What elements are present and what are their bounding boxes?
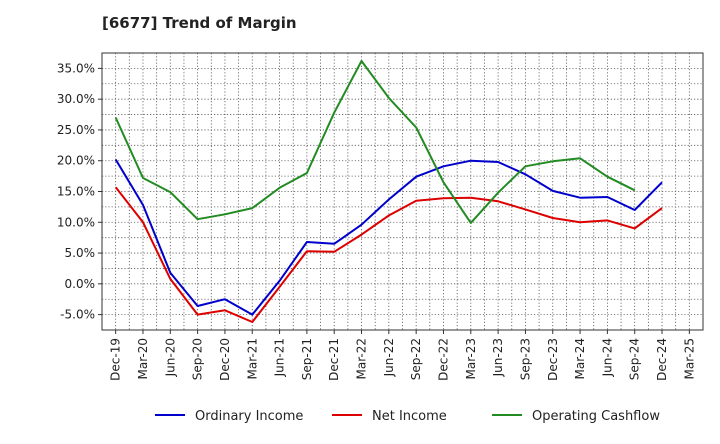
x-tick-label: Mar-25 [682, 338, 696, 379]
x-tick-label: Dec-24 [655, 338, 669, 381]
y-tick-label: 5.0% [65, 246, 96, 260]
x-tick-label: Jun-24 [600, 338, 614, 377]
x-tick-label: Sep-21 [300, 338, 314, 380]
y-tick-labels: -5.0% 0.0% 5.0% 10.0% 15.0% 20.0% 25.0% 30.0% 35… [57, 61, 102, 322]
x-tick-label: Sep-24 [628, 338, 642, 380]
series-line-net-income [114, 186, 663, 323]
y-tick-label: 0.0% [65, 277, 96, 291]
x-tick-label: Jun-20 [163, 338, 177, 377]
grid-layer [102, 52, 703, 331]
x-tick-label: Sep-23 [518, 338, 532, 380]
x-tick-label: Mar-20 [136, 338, 150, 379]
x-tick-labels: Dec-19 Mar-20 Jun-20 Sep-20 Dec-20 Mar-21 Jun-… [109, 330, 696, 381]
legend-label-net-income: Net Income [372, 409, 447, 424]
x-tick-label: Dec-23 [546, 338, 560, 381]
x-tick-label: Sep-22 [409, 338, 423, 380]
x-tick-label: Jun-22 [382, 338, 396, 377]
y-tick-label: 25.0% [57, 123, 95, 137]
x-tick-label: Mar-21 [245, 338, 259, 379]
x-tick-label: Dec-21 [327, 338, 341, 381]
legend-label-operating-cashflow: Operating Cashflow [532, 409, 660, 424]
x-tick-label: Dec-20 [218, 338, 232, 381]
y-tick-label: 30.0% [57, 92, 95, 106]
x-tick-label: Mar-22 [355, 338, 369, 379]
legend: Ordinary Income Net Income Operating Cashf… [155, 409, 660, 424]
y-tick-label: 20.0% [57, 154, 95, 168]
x-tick-label: Mar-24 [573, 338, 587, 379]
x-tick-label: Sep-20 [191, 338, 205, 380]
x-tick-label: Jun-21 [273, 338, 287, 377]
y-tick-label: 35.0% [57, 61, 95, 75]
series-line-operating-cashflow [114, 60, 636, 224]
chart-title: [6677] Trend of Margin [102, 14, 297, 32]
y-tick-label: 10.0% [57, 215, 95, 229]
y-tick-label: 15.0% [57, 185, 95, 199]
x-tick-label: Mar-23 [464, 338, 478, 379]
legend-label-ordinary-income: Ordinary Income [195, 409, 303, 424]
x-tick-label: Dec-22 [436, 338, 450, 381]
y-tick-label: -5.0% [60, 308, 95, 322]
series-layer [114, 60, 663, 323]
series-line-ordinary-income [114, 158, 663, 316]
x-tick-label: Jun-23 [491, 338, 505, 377]
x-tick-label: Dec-19 [109, 338, 123, 381]
